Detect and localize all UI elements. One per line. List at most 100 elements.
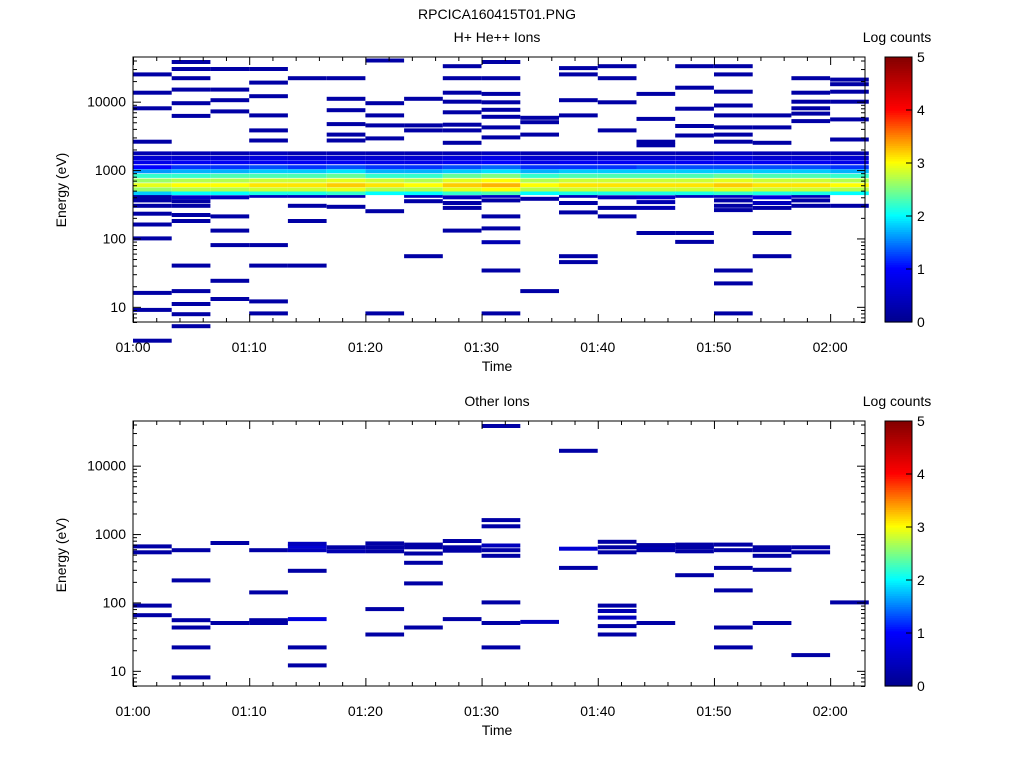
colorbar-segment [885,220,912,224]
heatmap-cell [559,165,598,170]
heatmap-cell [520,178,559,183]
heatmap-cell [481,91,521,96]
heatmap-cell [636,187,676,192]
heatmap-cell [752,545,792,550]
heatmap-cell [752,113,792,118]
colorbar-segment [885,661,912,665]
heatmap-cell [636,151,676,156]
colorbar-tick-label: 4 [917,466,925,482]
colorbar-tick-label: 2 [917,208,925,224]
heatmap-cell [597,128,637,133]
colorbar-segment [885,633,912,636]
heatmap-cell [404,169,443,174]
colorbar-segment [885,134,912,138]
colorbar-segment [885,493,912,497]
heatmap-cell [365,156,405,160]
heatmap-cell [481,524,521,529]
heatmap-cell [365,165,405,170]
colorbar-segment [885,434,912,438]
colorbar-segment [885,663,912,667]
heatmap-cell [791,193,831,198]
colorbar-segment [885,238,912,241]
heatmap-cell [133,178,172,183]
colorbar-segment [885,65,912,69]
heatmap-cell [597,173,637,178]
colorbar-segment [885,599,912,603]
heatmap-cell [442,545,482,550]
heatmap-cell [791,76,831,81]
heatmap-cell [597,603,637,608]
heatmap-cell [791,99,831,104]
colorbar-segment [885,518,912,521]
heatmap-cell [442,122,482,127]
heatmap-cell [830,165,869,170]
heatmap-cell [636,165,676,170]
heatmap-cell [481,183,521,188]
heatmap-cell [791,90,831,95]
heatmap-cell [249,165,288,170]
colorbar-segment [885,668,912,672]
heatmap-cell [481,135,521,140]
heatmap-cell [481,191,521,196]
heatmap-cell [559,254,598,259]
heatmap-cell [171,173,211,178]
heatmap-cell [133,187,172,192]
x-tick-label: 01:20 [348,339,383,355]
colorbar-segment [885,171,912,175]
colorbar-segment [885,659,912,663]
heatmap-cell [636,160,676,165]
heatmap-cell [714,139,753,144]
heatmap-cell [326,178,366,183]
colorbar-segment [885,233,912,237]
x-tick-label: 01:30 [464,703,499,719]
heatmap-cell [559,191,598,196]
heatmap-cell [287,663,327,668]
heatmap-cell [442,160,482,165]
colorbar-tick-label: 0 [917,314,925,330]
heatmap-cell [326,151,366,156]
heatmap-cell [597,539,637,544]
heatmap-cell [714,72,753,77]
colorbar-segment [885,628,912,632]
heatmap-cell [249,191,288,196]
colorbar-segment [885,204,912,208]
colorbar-segment [885,125,912,129]
colorbar-segment [885,511,912,515]
heatmap-cell [830,187,869,192]
colorbar-segment [885,249,912,252]
colorbar-segment [885,299,912,303]
colorbar-segment [885,619,912,623]
heatmap-cell [559,546,598,551]
heatmap-cell [559,183,598,188]
heatmap-cell [210,165,250,170]
colorbar-segment [885,482,912,486]
colorbar-segment [885,635,912,639]
colorbar-segment [885,315,912,319]
heatmap-cell [171,151,211,156]
colorbar-segment [885,421,912,424]
heatmap-cell [326,204,366,209]
colorbar-segment [885,602,912,605]
colorbar-segment [885,123,912,127]
heatmap-cell [597,615,637,620]
heatmap-cell [365,541,405,546]
heatmap-cell [404,199,443,204]
colorbar-segment [885,425,912,429]
colorbar-segment [885,582,912,586]
heatmap-cell [404,96,443,101]
heatmap-cell [133,156,172,160]
heatmap-cell [365,136,405,141]
colorbar-segment [885,683,912,687]
heatmap-cell [675,193,714,198]
heatmap-cell [249,67,288,71]
colorbar-segment [885,674,912,678]
colorbar-segment [885,597,912,601]
colorbar-segment [885,515,912,519]
heatmap-cell [675,169,714,174]
heatmap-cell [714,268,753,273]
heatmap-cell [597,187,637,192]
heatmap-cell [365,632,405,637]
colorbar-segment [885,644,912,647]
heatmap-cell [326,173,366,178]
heatmap-cell [752,205,792,210]
